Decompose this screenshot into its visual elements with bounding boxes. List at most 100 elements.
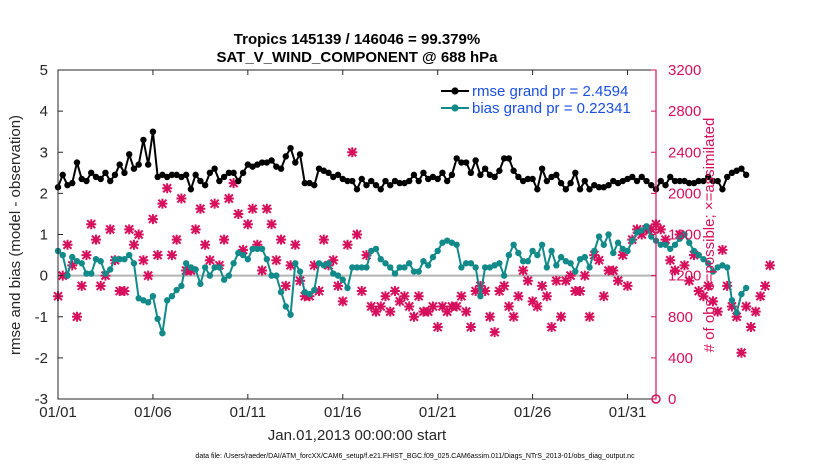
bias-point [334, 272, 342, 279]
rmse-point [723, 173, 731, 181]
bias-point [515, 249, 522, 257]
obs-assimilated-point [584, 311, 595, 322]
obs-assimilated-point [679, 260, 690, 271]
obs-assimilated-point [67, 260, 78, 271]
obs-assimilated-point [195, 203, 206, 214]
bias-point [610, 249, 617, 257]
rmse-point [211, 165, 218, 172]
x-tick-label: 01/26 [514, 404, 552, 421]
legend-rmse-marker [451, 87, 459, 95]
rmse-point [102, 169, 109, 177]
bias-point [244, 255, 252, 263]
rmse-point [543, 177, 551, 185]
bias-point [553, 262, 560, 269]
rmse-point [714, 177, 721, 185]
bias-point [116, 255, 123, 263]
bias-point [700, 255, 707, 263]
rmse-point [301, 179, 308, 187]
rmse-point [572, 169, 579, 177]
obs-assimilated-point [484, 311, 495, 322]
obs-assimilated-point [385, 306, 396, 317]
obs-assimilated-point [333, 280, 344, 291]
rmse-point [648, 181, 655, 189]
obs-assimilated-point [223, 193, 234, 204]
obs-assimilated-point [366, 301, 377, 312]
bias-series-markers [54, 223, 750, 337]
obs-assimilated-point [285, 260, 296, 271]
bias-point [311, 286, 318, 294]
obs-assimilated-point [736, 347, 747, 358]
y-right-tick-label: 2800 [668, 103, 701, 120]
y-axis-left: -3 -2 -1 0 1 2 3 4 5 [35, 62, 63, 408]
bias-point [723, 264, 731, 271]
obs-assimilated-point [456, 291, 467, 302]
bias-point [567, 260, 574, 267]
rmse-point [709, 177, 717, 185]
bias-point [211, 264, 218, 271]
rmse-point [581, 177, 589, 185]
bias-point [59, 251, 66, 259]
bias-point [107, 266, 114, 273]
y-axis-right: 0 400 800 1200 1600 2000 2400 2800 3200 [651, 62, 701, 408]
obs-assimilated-point [247, 203, 258, 214]
bias-point [591, 247, 598, 255]
y-right-tick-label: 1600 [668, 227, 701, 244]
x-axis-label: Jan.01,2013 00:00:00 start [268, 427, 447, 444]
rmse-point [462, 159, 470, 166]
obs-assimilated-point [271, 255, 282, 266]
bias-point [401, 264, 408, 271]
y-left-tick-label: -2 [35, 350, 48, 367]
rmse-point [742, 171, 750, 179]
obs-assimilated-point [655, 224, 666, 235]
rmse-point [130, 165, 138, 172]
bias-point [467, 260, 475, 267]
obs-assimilated-point [750, 306, 761, 317]
rmse-point [410, 171, 418, 179]
rmse-point [382, 177, 389, 185]
rmse-point [605, 181, 612, 189]
legend-bias-marker [451, 104, 459, 112]
obs-assimilated-point [513, 291, 524, 302]
bias-point [695, 251, 702, 259]
rmse-point [567, 179, 574, 187]
rmse-point [667, 173, 674, 181]
bias-point [239, 251, 247, 259]
obs-assimilated-point [669, 265, 680, 276]
rmse-point [505, 155, 513, 162]
obs-assimilated-point [176, 193, 187, 204]
bias-point [273, 272, 280, 279]
rmse-series-markers [54, 128, 750, 193]
chart-subtitle: SAT_V_WIND_COMPONENT @ 688 hPa [216, 49, 498, 66]
bias-point [581, 253, 589, 261]
rmse-point [344, 177, 351, 185]
obs-assimilated-point [261, 203, 272, 214]
bias-point [519, 258, 527, 265]
bias-point [705, 260, 712, 267]
rmse-point [230, 169, 237, 177]
y-right-tick-label: 0 [668, 391, 676, 408]
obs-assimilated-point [143, 270, 154, 281]
bias-point [149, 292, 157, 300]
rmse-point [576, 186, 584, 193]
bias-point [686, 239, 693, 246]
y-right-tick-label: 2400 [668, 144, 701, 161]
obs-assimilated-point [451, 301, 462, 312]
rmse-point [586, 186, 593, 193]
obs-assimilated-point [204, 255, 215, 266]
obs-assimilated-point [470, 286, 481, 297]
rmse-point [700, 177, 707, 185]
obs-assimilated-point [646, 224, 657, 235]
bias-point [296, 268, 304, 275]
rmse-point [595, 184, 603, 191]
obs-assimilated-point [62, 239, 73, 250]
obs-assimilated-point [717, 244, 728, 255]
obs-assimilated-point [147, 214, 158, 225]
obs-assimilated-point [575, 286, 586, 297]
rmse-point [491, 173, 498, 181]
rmse-point [538, 165, 546, 172]
bias-point [477, 292, 484, 300]
bias-point [420, 258, 427, 265]
obs-series [53, 147, 775, 404]
bias-point [306, 290, 313, 298]
